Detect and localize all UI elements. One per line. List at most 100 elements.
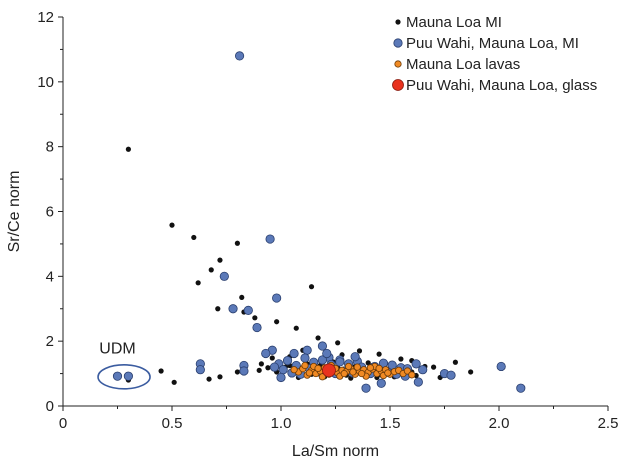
data-point-series-1 xyxy=(376,378,386,388)
data-point-series-0 xyxy=(293,325,299,331)
data-point-series-1 xyxy=(317,341,328,351)
data-point-series-1 xyxy=(195,365,205,375)
data-point-series-1 xyxy=(302,345,312,355)
y-tick-label: 6 xyxy=(46,204,54,221)
data-points xyxy=(112,51,526,393)
data-point-series-0 xyxy=(452,359,458,365)
data-point-series-0 xyxy=(269,355,275,361)
data-point-series-0 xyxy=(169,222,175,228)
data-point-series-1 xyxy=(276,372,286,383)
x-tick-label: 1.0 xyxy=(271,415,292,432)
data-point-series-1 xyxy=(261,348,271,359)
data-point-series-0 xyxy=(398,356,404,362)
x-axis-label: La/Sm norm xyxy=(292,443,379,460)
data-point-series-1 xyxy=(516,383,526,393)
data-point-series-0 xyxy=(125,146,131,152)
data-point-series-1 xyxy=(317,355,328,365)
data-point-series-0 xyxy=(258,361,264,367)
x-tick-label: 2.5 xyxy=(598,415,619,432)
legend-marker xyxy=(393,38,403,48)
data-point-series-2 xyxy=(305,369,313,377)
y-tick-label: 10 xyxy=(37,74,54,91)
data-point-series-2 xyxy=(340,369,348,378)
legend-label: Puu Wahi, Mauna Loa, glass xyxy=(406,77,597,94)
data-point-series-0 xyxy=(308,284,315,290)
data-point-series-2 xyxy=(408,371,416,379)
legend-label: Mauna Loa lavas xyxy=(406,56,520,73)
data-point-series-0 xyxy=(208,267,214,273)
data-point-series-2 xyxy=(290,366,298,374)
y-tick-label: 0 xyxy=(46,398,54,415)
data-point-series-1 xyxy=(243,305,253,315)
data-point-series-0 xyxy=(315,335,321,341)
x-tick-label: 1.5 xyxy=(380,415,401,432)
x-tick-label: 0.5 xyxy=(162,415,183,432)
data-point-series-1 xyxy=(265,234,275,244)
data-point-series-2 xyxy=(314,364,322,372)
data-point-series-0 xyxy=(191,234,197,241)
data-point-series-0 xyxy=(431,364,437,370)
data-point-series-0 xyxy=(217,257,223,263)
data-point-series-0 xyxy=(376,351,382,357)
data-point-series-1 xyxy=(239,366,249,376)
data-point-series-1 xyxy=(350,352,360,362)
data-point-series-2 xyxy=(353,363,361,371)
y-tick-label: 8 xyxy=(46,139,54,156)
data-point-series-1 xyxy=(219,271,229,281)
data-point-series-0 xyxy=(356,348,363,354)
data-point-series-2 xyxy=(358,369,366,378)
data-point-series-1 xyxy=(289,348,299,359)
data-point-series-2 xyxy=(375,364,383,372)
data-point-series-2 xyxy=(344,362,353,371)
data-point-series-0 xyxy=(158,368,164,374)
x-tick-label: 0 xyxy=(59,415,67,432)
x-tick-label: 2.0 xyxy=(489,415,510,432)
data-point-series-1 xyxy=(413,377,423,387)
legend-label: Mauna Loa MI xyxy=(406,14,502,31)
data-point-series-3 xyxy=(322,363,336,378)
data-point-series-0 xyxy=(217,374,223,380)
data-point-series-0 xyxy=(234,240,240,246)
legend: Mauna Loa MI Puu Wahi, Mauna Loa, MI Mauna… xyxy=(392,14,597,94)
data-point-series-0 xyxy=(171,379,177,385)
legend-marker xyxy=(392,79,404,91)
data-point-series-2 xyxy=(384,369,392,377)
udm-ellipse xyxy=(97,364,151,390)
udm-annotation: UDM xyxy=(97,340,151,390)
y-ticks: 0 2 4 6 8 10 12 xyxy=(37,9,63,415)
data-point-series-1 xyxy=(361,383,371,393)
data-point-series-2 xyxy=(366,364,374,372)
data-point-series-1 xyxy=(252,322,262,333)
data-point-series-1 xyxy=(282,356,293,366)
data-point-series-1 xyxy=(496,361,506,372)
data-point-series-0 xyxy=(239,294,245,301)
data-point-series-1 xyxy=(234,51,245,61)
data-point-series-0 xyxy=(234,369,240,375)
data-point-series-1 xyxy=(112,371,123,381)
data-point-series-2 xyxy=(349,368,357,376)
data-point-series-2 xyxy=(318,373,327,381)
data-point-series-1 xyxy=(269,362,280,372)
data-point-series-1 xyxy=(322,348,332,359)
data-point-series-1 xyxy=(123,371,133,381)
axes: 0 0.5 1.0 1.5 2.0 2.5 0 2 4 6 8 10 12 La/Sm norm Sr… xyxy=(6,9,618,460)
data-point-series-0 xyxy=(468,369,474,375)
data-point-series-0 xyxy=(252,315,258,321)
data-point-series-0 xyxy=(206,376,212,382)
y-axis-label: Sr/Ce norm xyxy=(6,171,23,253)
y-tick-label: 4 xyxy=(46,268,54,285)
data-point-series-1 xyxy=(278,365,288,375)
data-point-series-0 xyxy=(265,365,271,371)
data-point-series-1 xyxy=(272,293,282,303)
data-point-series-2 xyxy=(301,361,309,370)
data-point-series-0 xyxy=(256,367,262,373)
data-point-series-1 xyxy=(411,359,421,369)
data-point-series-0 xyxy=(365,360,371,366)
legend-marker xyxy=(394,60,402,68)
data-point-series-0 xyxy=(215,306,221,312)
y-tick-label: 2 xyxy=(46,333,54,350)
data-point-series-1 xyxy=(228,304,238,314)
data-point-series-0 xyxy=(195,280,201,286)
data-point-series-1 xyxy=(446,370,456,380)
